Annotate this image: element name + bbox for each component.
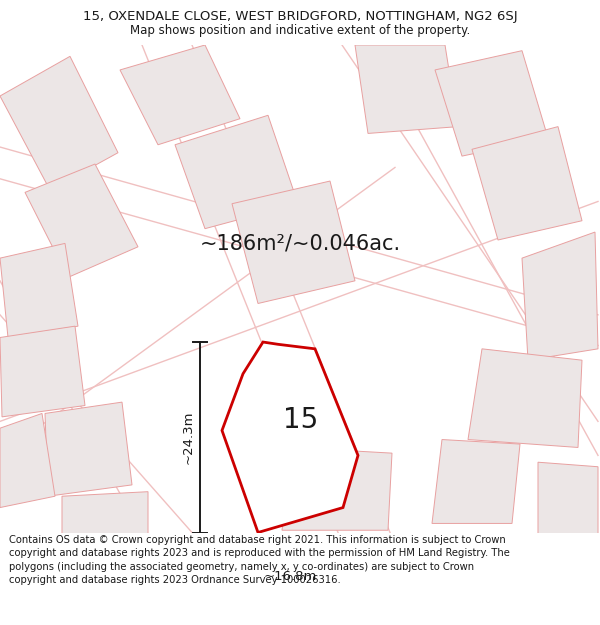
Polygon shape [435,51,548,156]
Polygon shape [232,181,355,304]
Text: 15: 15 [283,406,318,434]
Polygon shape [522,232,598,360]
Polygon shape [282,448,392,530]
Polygon shape [45,402,132,496]
Text: Contains OS data © Crown copyright and database right 2021. This information is : Contains OS data © Crown copyright and d… [9,535,510,585]
Polygon shape [120,45,240,145]
Polygon shape [0,56,118,190]
Polygon shape [0,243,78,338]
Polygon shape [468,349,582,448]
Text: 15, OXENDALE CLOSE, WEST BRIDGFORD, NOTTINGHAM, NG2 6SJ: 15, OXENDALE CLOSE, WEST BRIDGFORD, NOTT… [83,10,517,23]
Polygon shape [62,492,148,564]
Polygon shape [222,342,358,532]
Polygon shape [0,414,55,508]
Polygon shape [0,326,85,417]
Polygon shape [432,439,520,523]
Polygon shape [175,115,298,229]
Polygon shape [25,164,138,278]
Polygon shape [355,45,458,133]
Text: Map shows position and indicative extent of the property.: Map shows position and indicative extent… [130,24,470,37]
Text: ~16.8m: ~16.8m [263,570,317,583]
Polygon shape [538,462,598,538]
Text: ~24.3m: ~24.3m [182,411,194,464]
Polygon shape [472,127,582,240]
Text: ~186m²/~0.046ac.: ~186m²/~0.046ac. [199,233,401,253]
